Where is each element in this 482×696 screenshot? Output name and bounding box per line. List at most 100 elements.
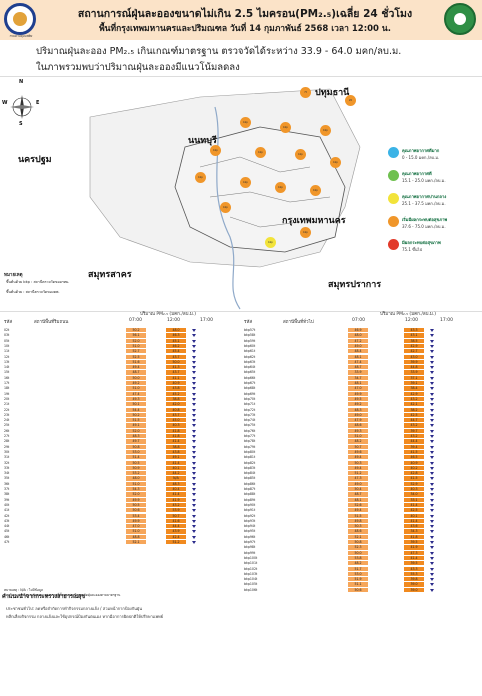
station-code: bkp74t	[244, 418, 256, 423]
trend-down-icon	[192, 397, 196, 401]
station-code: 40t	[4, 502, 10, 507]
value-1200: 52.9	[404, 481, 424, 486]
table-row: 35t 48.0 N/A	[4, 476, 236, 481]
value-0700: 47.4	[348, 359, 368, 365]
trend-down-icon	[192, 488, 196, 491]
value-1200: 40.1	[166, 465, 186, 471]
station-code: bkp76t	[244, 428, 256, 433]
value-0700: 47.2	[348, 338, 368, 343]
value-0700: 47.0	[126, 524, 146, 529]
value-0700: 52.1	[348, 534, 368, 539]
value-1200: 55.3	[404, 571, 424, 577]
station-code: 05t	[4, 338, 10, 343]
value-1200: 44.2	[166, 471, 186, 476]
right-name-header: สถานีพื้นที่ทั่วไป	[283, 320, 314, 325]
value-0700: 51.6	[126, 359, 146, 365]
trend-down-icon	[430, 355, 434, 359]
trend-down-icon	[192, 403, 196, 407]
station-marker: bkp	[220, 202, 231, 213]
station-marker: bkp	[295, 149, 306, 160]
value-0700: 48.2	[348, 561, 368, 566]
value-1200: 40.3	[166, 423, 186, 428]
table-row: bkp88t 48.7 34.0	[244, 492, 476, 497]
table-row: bkp69t 49.9 42.9	[244, 391, 476, 396]
station-marker: bkp	[300, 227, 311, 238]
header-banner: กรมควบคุมมลพิษ สถานการณ์ฝุ่นละอองขนาดไม่…	[0, 0, 482, 40]
table-row: bkp105t 51.1 39.0	[244, 582, 476, 587]
value-1200: 51.2	[166, 540, 186, 545]
value-1200: N/A	[166, 476, 186, 481]
table-row: 19t 47.4 45.2	[4, 391, 236, 396]
trend-down-icon	[192, 472, 196, 476]
table-row: bkp72t 48.3 38.2	[244, 407, 476, 412]
table-row: 36t 51.0 48.3	[4, 481, 236, 486]
trend-down-icon	[192, 366, 196, 370]
left-footnote-1: หมายเหตุ : N/A : ไม่มีข้อมูล	[4, 588, 43, 592]
compass-e: E	[36, 100, 40, 106]
trend-down-icon	[192, 466, 196, 470]
station-code: 32t	[4, 460, 10, 465]
table-row: bkp61t 48.4 42.7	[244, 349, 476, 354]
value-1200: 41.4	[166, 439, 186, 444]
trend-down-icon	[430, 329, 434, 332]
trend-down-icon	[430, 514, 434, 518]
value-0700: 49.0	[348, 481, 368, 486]
trend-down-icon	[430, 541, 434, 544]
trend-down-icon	[430, 466, 434, 470]
trend-down-icon	[430, 403, 434, 407]
value-1200: 48.3	[166, 481, 186, 486]
table-row: 41t 50.6 53.9	[4, 508, 236, 513]
compass-n: N	[19, 79, 24, 85]
trend-down-icon	[430, 588, 434, 592]
legend-swatch	[388, 216, 399, 227]
table-row: 38t 52.0 41.4	[4, 492, 236, 497]
station-code: bkp64t	[244, 365, 256, 370]
value-1200: 41.8	[404, 534, 424, 539]
legend-title: คุณภาพอากาศดีมาก	[402, 148, 440, 153]
table-row: bkp80t 49.6 41.5	[244, 449, 476, 455]
station-code: bkp93t	[244, 518, 256, 523]
value-1200: 41.6	[166, 518, 186, 524]
value-1200: 34.0	[404, 492, 424, 497]
trend-down-icon	[192, 535, 196, 539]
table-row: bkp96t 52.1 41.8	[244, 534, 476, 539]
station-code: bkp91t	[244, 508, 256, 513]
ministry-logo-icon	[444, 3, 476, 35]
station-code: 16t	[4, 375, 10, 380]
value-1200: 41.4	[404, 555, 424, 561]
value-0700: 48.1	[348, 381, 368, 386]
value-0700: 48.3	[126, 434, 146, 439]
trend-down-icon	[192, 525, 196, 529]
table-row: 20t 49.3 38.8	[4, 396, 236, 402]
station-code: bkp99t	[244, 550, 256, 555]
trend-down-icon	[430, 461, 434, 465]
value-1200: 45.1	[166, 338, 186, 343]
value-0700: 49.9	[126, 518, 146, 524]
value-1200: 41.4	[166, 460, 186, 465]
table-row: bkp87t 50.4 40.3	[244, 487, 476, 492]
table-row: 27t 48.3 41.8	[4, 434, 236, 439]
table-row: bkp103t 53.0 55.3	[244, 571, 476, 577]
value-0700: 49.5	[348, 396, 368, 402]
legend-item: เริ่มมีผลกระทบต่อสุขภาพ 37.6 - 75.0 มคก./…	[388, 216, 480, 230]
trend-down-icon	[192, 360, 196, 364]
table-row: bkp68t 47.0 38.4	[244, 386, 476, 391]
trend-down-icon	[430, 551, 434, 555]
table-row: bkp58t 48.0 43.1	[244, 333, 476, 338]
value-1200: 40.2	[404, 465, 424, 471]
value-0700: 49.7	[126, 439, 146, 444]
station-code: bkp89t	[244, 497, 256, 502]
value-1200: 41.5	[404, 449, 424, 455]
label-samut-sakhon: สมุทรสาคร	[88, 270, 132, 280]
value-1200: 46.5	[404, 455, 424, 460]
station-code: 47t	[4, 540, 10, 544]
value-0700: 48.0	[348, 333, 368, 338]
pcd-logo-icon	[4, 3, 36, 35]
value-1200: 34.3	[404, 529, 424, 534]
station-code: bkp81t	[244, 455, 256, 460]
trend-down-icon	[192, 493, 196, 497]
measurement-tables: รหัส สถานีพื้นที่ริมถนน ปริมาณ PM₂.₅ (มค…	[0, 312, 482, 674]
value-0700: 49.3	[348, 428, 368, 433]
trend-down-icon	[430, 424, 434, 428]
value-0700: 53.8	[348, 555, 368, 561]
